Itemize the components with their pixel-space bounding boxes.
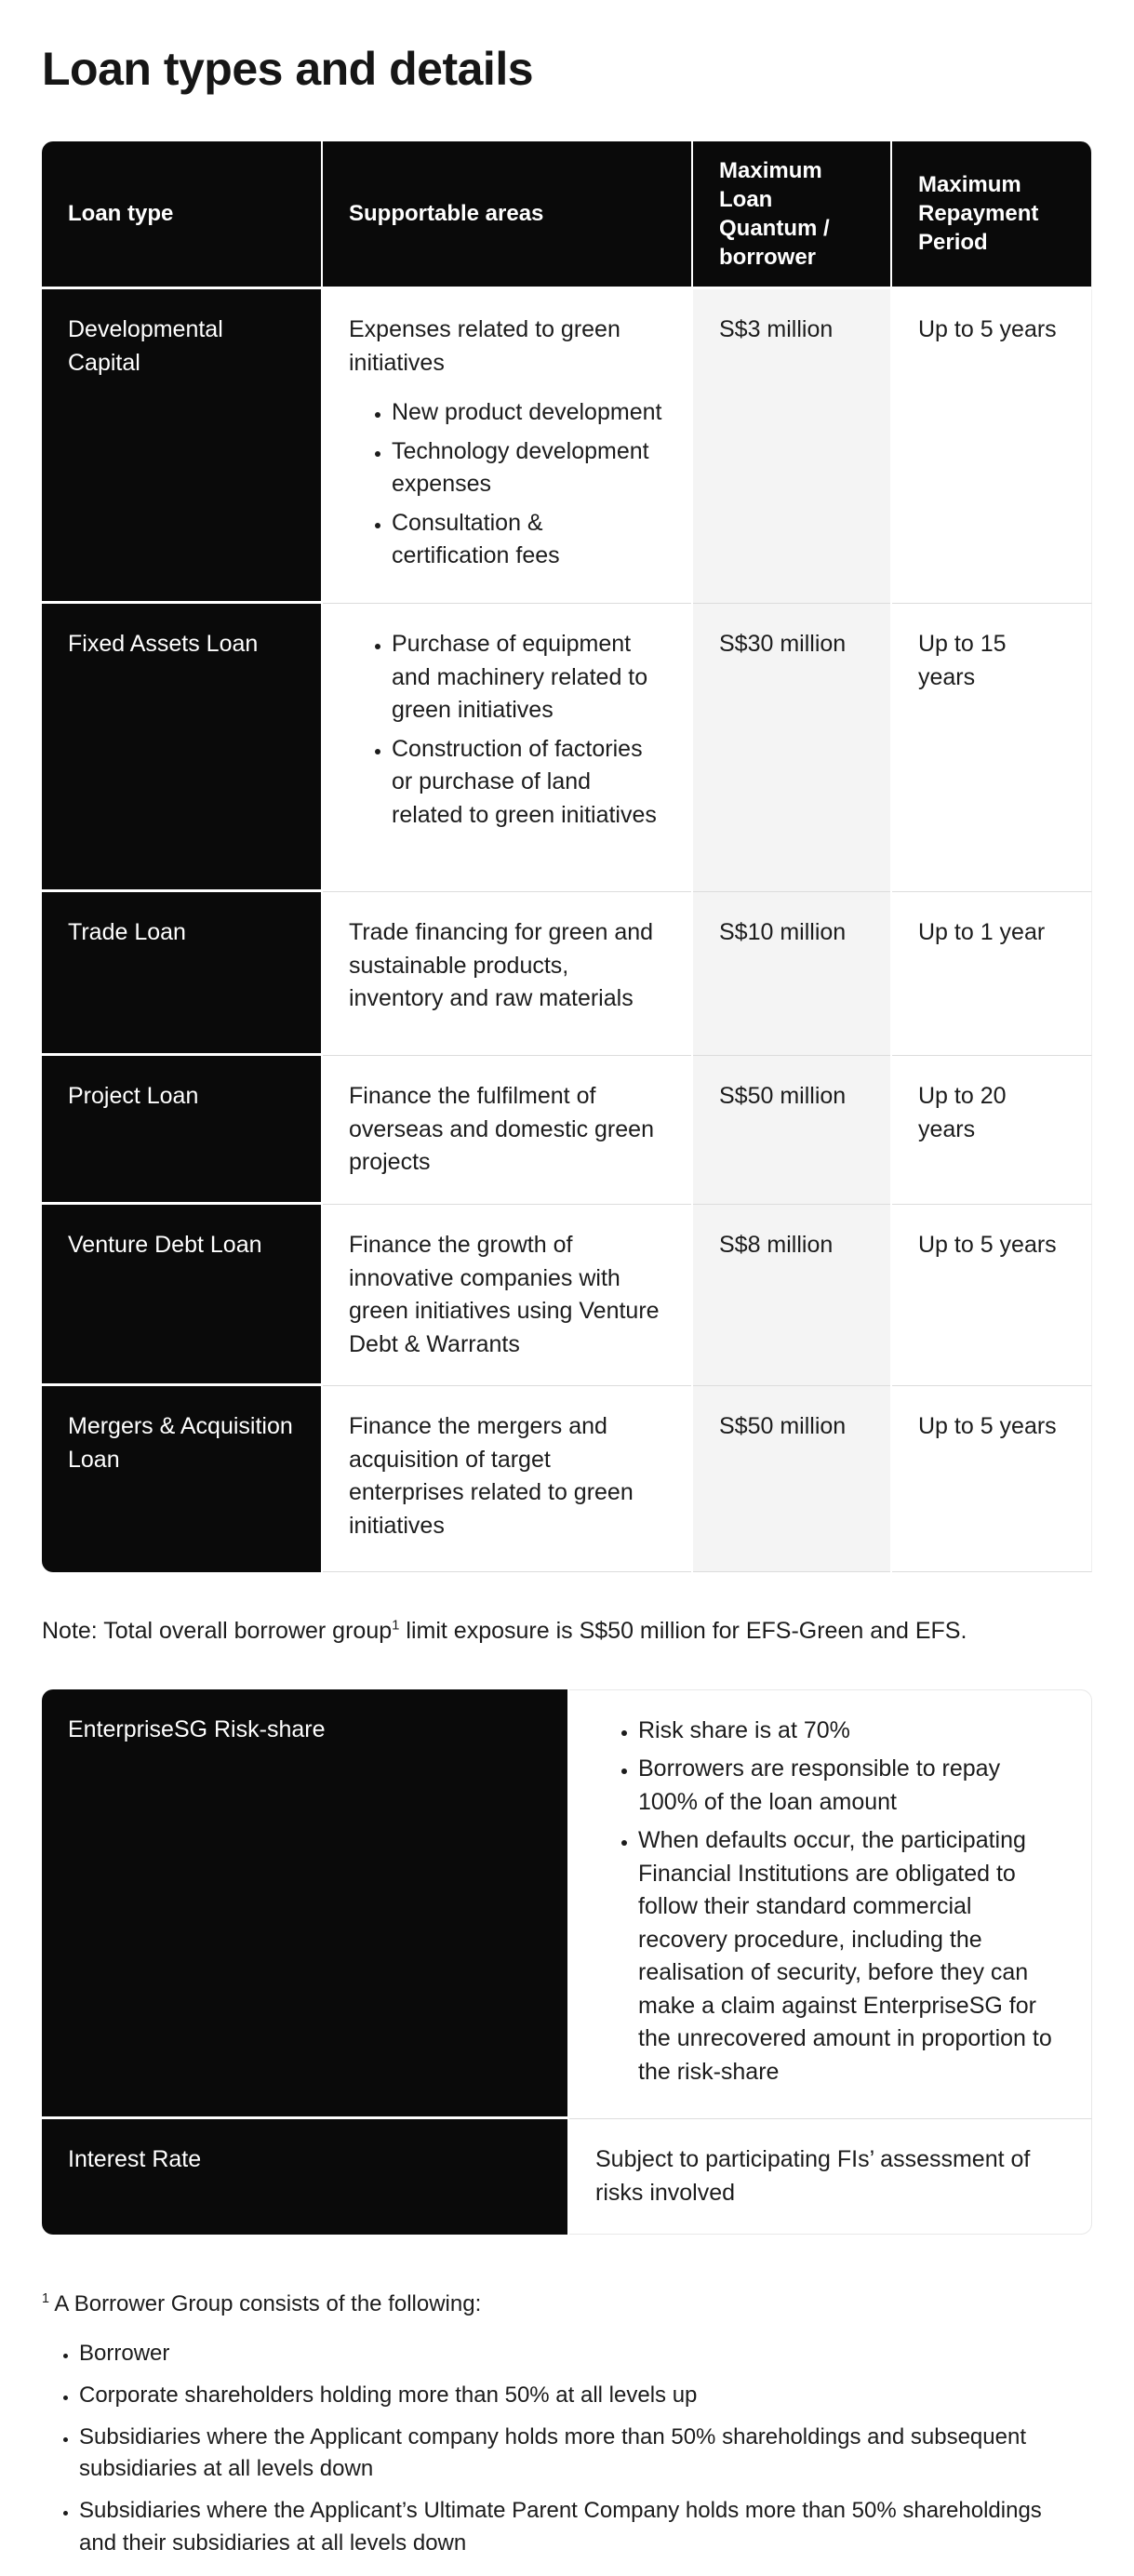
max-period-cell: Up to 20 years — [892, 1056, 1092, 1206]
loan-table-row: Project Loan Finance the fulfilment of ov… — [42, 1056, 1092, 1206]
supportable-area-item: New product development — [392, 396, 665, 430]
loan-types-table: Loan type Supportable areas Maximum Loan Q… — [42, 140, 1092, 1573]
detail-bullet-item: Risk share is at 70% — [638, 1715, 1065, 1748]
supportable-areas-intro: Finance the growth of innovative compani… — [349, 1232, 660, 1357]
max-quantum-cell: S$50 million — [693, 1056, 890, 1206]
supportable-areas-cell: Purchase of equipment and machinery rela… — [323, 604, 691, 893]
footnote-item: Borrower — [79, 2338, 1065, 2370]
detail-label-cell: Interest Rate — [42, 2119, 567, 2236]
loan-type-cell: Project Loan — [42, 1056, 321, 1206]
risk-share-table-row: Interest Rate Subject to participating FI… — [42, 2119, 1092, 2236]
supportable-areas-cell: Finance the mergers and acquisition of t… — [323, 1386, 691, 1573]
max-quantum-cell: S$30 million — [693, 604, 890, 893]
note-superscript: 1 — [392, 1617, 400, 1634]
detail-bullet-item: Borrowers are responsible to repay 100% … — [638, 1753, 1065, 1819]
detail-label-cell: EnterpriseSG Risk-share — [42, 1688, 567, 2120]
loan-table-header-cell-3: Maximum Repayment Period — [892, 140, 1092, 290]
loan-table-row: Trade Loan Trade financing for green and … — [42, 892, 1092, 1057]
footnote-item: Corporate shareholders holding more than… — [79, 2380, 1065, 2412]
max-quantum-cell: S$10 million — [693, 892, 890, 1057]
page-container: Loan types and details Loan type Supporta… — [42, 0, 1092, 2560]
max-period-cell: Up to 15 years — [892, 604, 1092, 893]
note-prefix: Note: Total overall borrower group — [42, 1618, 393, 1645]
footnote-item: Subsidiaries where the Applicant’s Ultim… — [79, 2495, 1065, 2560]
max-period-cell: Up to 5 years — [892, 289, 1092, 605]
bullet-list: New product development Technology develo… — [349, 396, 665, 573]
supportable-areas-cell: Expenses related to green initiatives New… — [323, 289, 691, 605]
supportable-area-item: Purchase of equipment and machinery rela… — [392, 628, 665, 727]
loan-type-cell: Fixed Assets Loan — [42, 604, 321, 893]
loan-type-cell: Mergers & Acquisition Loan — [42, 1386, 321, 1573]
risk-share-table-body: EnterpriseSG Risk-shareRisk share is at … — [42, 1688, 1092, 2236]
footnote: 1 A Borrower Group consists of the follo… — [42, 2289, 1092, 2560]
max-quantum-cell: S$50 million — [693, 1386, 890, 1573]
loan-type-cell: Developmental Capital — [42, 289, 321, 605]
loan-table-header-cell-2: Maximum Loan Quantum / borrower — [693, 140, 890, 290]
supportable-area-item: Consultation & certification fees — [392, 507, 665, 573]
borrower-group-note: Note: Total overall borrower group1 limi… — [42, 1615, 1092, 1648]
max-period-cell: Up to 5 years — [892, 1205, 1092, 1387]
supportable-areas-cell: Finance the growth of innovative compani… — [323, 1205, 691, 1387]
loan-type-cell: Venture Debt Loan — [42, 1205, 321, 1387]
detail-value-cell: Risk share is at 70% Borrowers are respon… — [569, 1688, 1092, 2120]
loan-table-row: Mergers & Acquisition Loan Finance the me… — [42, 1386, 1092, 1573]
footnote-intro-line: 1 A Borrower Group consists of the follo… — [42, 2289, 1092, 2321]
max-period-cell: Up to 1 year — [892, 892, 1092, 1057]
loan-table-row: Developmental Capital Expenses related to… — [42, 289, 1092, 605]
supportable-areas-intro: Finance the mergers and acquisition of t… — [349, 1413, 634, 1539]
loan-table-header-cell-1: Supportable areas — [323, 140, 691, 290]
loan-table-row: Fixed Assets Loan Purchase of equipment a… — [42, 604, 1092, 893]
supportable-areas-intro: Trade financing for green and sustainabl… — [349, 919, 654, 1012]
supportable-areas-intro: Finance the fulfilment of overseas and d… — [349, 1083, 654, 1176]
supportable-areas-intro: Expenses related to green initiatives — [349, 316, 620, 376]
detail-value-cell: Subject to participating FIs’ assessment… — [569, 2119, 1092, 2236]
supportable-area-item: Construction of factories or purchase of… — [392, 733, 665, 833]
footnote-list: Borrower Corporate shareholders holding m… — [42, 2338, 1092, 2560]
loan-table-header-row: Loan type Supportable areas Maximum Loan Q… — [42, 140, 1092, 290]
loan-type-cell: Trade Loan — [42, 892, 321, 1057]
loan-table-row: Venture Debt Loan Finance the growth of i… — [42, 1205, 1092, 1387]
footnote-intro: A Borrower Group consists of the followi… — [49, 2291, 482, 2317]
footnote-item: Subsidiaries where the Applicant company… — [79, 2422, 1065, 2487]
detail-bullet-item: When defaults occur, the participating F… — [638, 1824, 1065, 2089]
detail-text: Subject to participating FIs’ assessment… — [595, 2146, 1031, 2206]
supportable-area-item: Technology development expenses — [392, 435, 665, 501]
footnote-superscript: 1 — [42, 2291, 50, 2307]
bullet-list: Risk share is at 70% Borrowers are respon… — [595, 1715, 1065, 2089]
max-quantum-cell: S$8 million — [693, 1205, 890, 1387]
supportable-areas-cell: Trade financing for green and sustainabl… — [323, 892, 691, 1057]
risk-share-table: EnterpriseSG Risk-shareRisk share is at … — [42, 1688, 1092, 2236]
max-period-cell: Up to 5 years — [892, 1386, 1092, 1573]
page-title: Loan types and details — [42, 43, 534, 95]
max-quantum-cell: S$3 million — [693, 289, 890, 605]
loan-table-header-cell-0: Loan type — [42, 140, 321, 290]
loan-table-body: Developmental Capital Expenses related to… — [42, 289, 1092, 1573]
risk-share-table-row: EnterpriseSG Risk-shareRisk share is at … — [42, 1688, 1092, 2120]
bullet-list: Purchase of equipment and machinery rela… — [349, 628, 665, 832]
supportable-areas-cell: Finance the fulfilment of overseas and d… — [323, 1056, 691, 1206]
note-suffix: limit exposure is S$50 million for EFS-G… — [399, 1618, 967, 1645]
